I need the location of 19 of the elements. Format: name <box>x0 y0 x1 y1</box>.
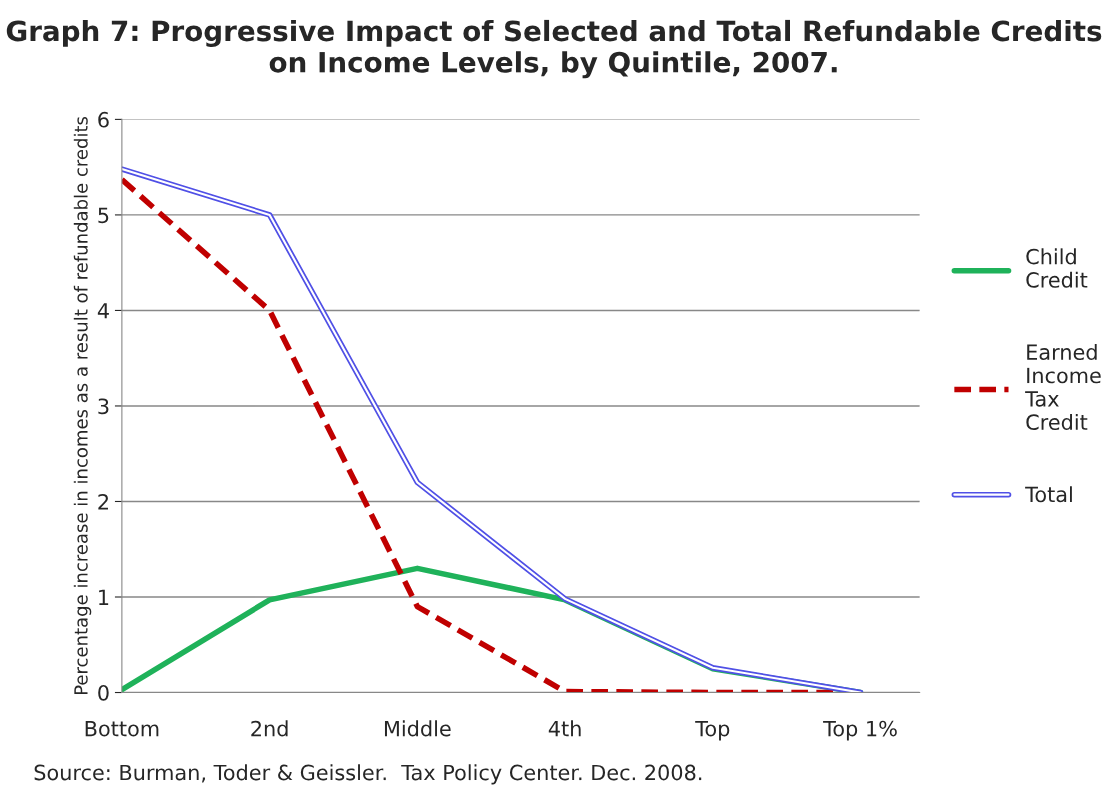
x-tick-label: Top 1% <box>823 720 897 741</box>
y-tick-label: 3 <box>98 398 109 415</box>
y-tick-label: 6 <box>98 111 109 128</box>
y-tick-label: 0 <box>98 684 109 701</box>
y-tick-label: 5 <box>98 207 109 224</box>
y-tick-label: 1 <box>99 589 109 605</box>
x-tick-label: Bottom <box>85 720 159 737</box>
x-tick-label: Top <box>695 720 730 741</box>
source-note: Source: Burman, Toder & Geissler. Tax Policy Center. Dec. 2008. <box>34 764 702 785</box>
y-tick-label: 2 <box>98 493 108 510</box>
legend-label: Earned Income Tax Credit <box>1025 343 1101 431</box>
y-tick-label: 4 <box>97 303 109 319</box>
x-tick-label: 2nd <box>251 720 288 737</box>
y-axis-title: Percentage increase in incomes as a result of refundable credits <box>73 116 92 695</box>
legend-label: Child Credit <box>1026 248 1088 288</box>
x-tick-label: 4th <box>548 720 581 737</box>
x-tick-label: Middle <box>384 720 451 737</box>
chart-title: Graph 7: Progressive Impact of Selected and Total Refundable Credits on Income Levels, by Quintile, 2007. <box>6 19 1102 79</box>
legend-label: Total <box>1025 486 1072 503</box>
